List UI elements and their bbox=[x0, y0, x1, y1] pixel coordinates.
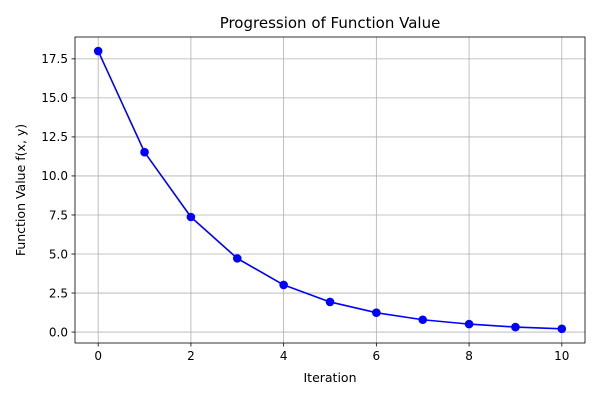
data-point bbox=[557, 324, 567, 334]
x-tick-label: 8 bbox=[465, 349, 473, 363]
x-tick-label: 6 bbox=[373, 349, 381, 363]
x-tick-label: 0 bbox=[94, 349, 102, 363]
grid bbox=[75, 37, 585, 343]
y-tick-label: 17.5 bbox=[41, 52, 68, 66]
y-tick-label: 10.0 bbox=[41, 169, 68, 183]
data-point bbox=[372, 308, 381, 318]
data-point bbox=[279, 280, 288, 290]
y-tick-label: 7.5 bbox=[49, 208, 68, 222]
y-tick-label: 15.0 bbox=[41, 91, 68, 105]
x-tick-label: 2 bbox=[187, 349, 195, 363]
y-axis-label: Function Value f(x, y) bbox=[13, 124, 28, 256]
y-tick-label: 0.0 bbox=[49, 325, 68, 339]
data-point bbox=[140, 147, 149, 157]
chart-title: Progression of Function Value bbox=[220, 14, 441, 32]
y-tick-label: 2.5 bbox=[49, 286, 68, 300]
data-point bbox=[93, 46, 103, 56]
data-point bbox=[511, 322, 520, 332]
x-tick-label: 4 bbox=[280, 349, 288, 363]
y-tick-label: 12.5 bbox=[41, 130, 68, 144]
series-plot bbox=[93, 46, 567, 334]
axis-ticks: 0 2 4 6 8 10 0.0 2.5 5.0 7.5 10.0 12.5 15.0 17.5 bbox=[41, 52, 569, 363]
x-axis-label: Iteration bbox=[303, 370, 356, 385]
data-point bbox=[325, 297, 335, 307]
data-point bbox=[232, 254, 242, 263]
plot-frame bbox=[74, 36, 586, 344]
x-tick-label: 10 bbox=[554, 349, 569, 363]
data-point bbox=[186, 212, 196, 222]
data-point bbox=[464, 319, 474, 329]
data-point bbox=[418, 315, 428, 325]
y-tick-label: 5.0 bbox=[49, 247, 68, 261]
